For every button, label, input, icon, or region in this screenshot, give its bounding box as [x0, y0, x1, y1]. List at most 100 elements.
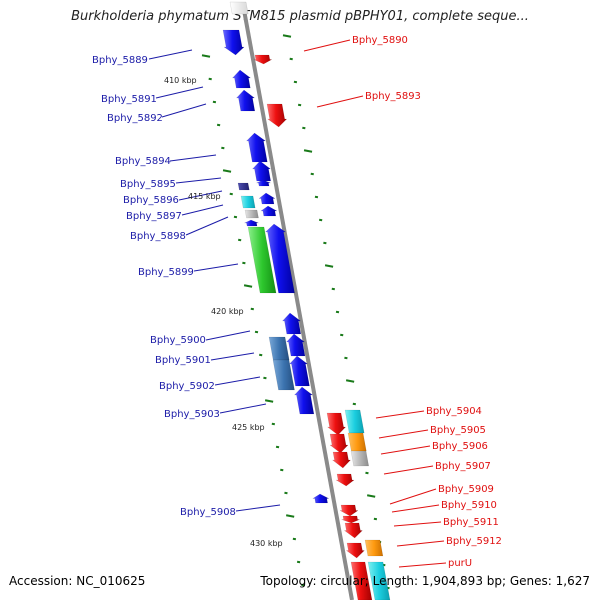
- gene-bphy-5911: [343, 522, 364, 539]
- gene-bphy-5906b: [350, 450, 369, 467]
- leader-bphy-5906: [380, 445, 431, 455]
- gene-bphy-5910: [341, 515, 360, 524]
- gene-bphy-5894b: [251, 160, 272, 182]
- gene-bphy-5902: [272, 359, 295, 391]
- gene-bphy-5899: [247, 226, 277, 294]
- tick-mark-32: [318, 218, 323, 222]
- gene-label-bphy-5911[interactable]: Bphy_5911: [443, 517, 499, 528]
- leader-bphy-5896: [178, 190, 223, 201]
- tick-mark-1: [208, 77, 212, 81]
- gene-label-bphy-5895[interactable]: Bphy_5895: [120, 179, 176, 190]
- tick-mark-37: [340, 333, 344, 337]
- gene-label-bphy-5892[interactable]: Bphy_5892: [107, 113, 163, 124]
- gene-label-purU[interactable]: purU: [448, 558, 472, 569]
- tick-mark-29: [303, 149, 313, 153]
- leader-bphy-5912: [396, 540, 445, 547]
- gene-label-bphy-5889[interactable]: Bphy_5889: [92, 55, 148, 66]
- tick-mark-10: [243, 284, 253, 288]
- gene-label-bphy-5906[interactable]: Bphy_5906: [432, 441, 488, 452]
- accession-text: Accession: NC_010625: [9, 574, 146, 588]
- gene-bphy-5890: [253, 54, 272, 65]
- gene-bphy-5897: [244, 209, 259, 219]
- gene-label-bphy-5912[interactable]: Bphy_5912: [446, 536, 502, 547]
- leader-bphy-5894: [169, 154, 217, 162]
- gene-bphy-5907: [335, 473, 355, 487]
- gene-bphy-5901b: [285, 333, 306, 357]
- tick-mark-27: [297, 103, 302, 107]
- tick-mark-16: [271, 422, 276, 426]
- tick-mark-28: [302, 126, 306, 130]
- gene-label-bphy-5910[interactable]: Bphy_5910: [441, 500, 497, 511]
- tick-mark-19: [284, 491, 288, 495]
- gene-label-bphy-5896[interactable]: Bphy_5896: [123, 195, 179, 206]
- tick-mark-39: [345, 379, 355, 383]
- tick-mark-23: [301, 583, 305, 587]
- leader-bphy-5889: [148, 49, 193, 60]
- gene-label-bphy-5908[interactable]: Bphy_5908: [180, 507, 236, 518]
- leader-bphy-5899: [193, 263, 239, 272]
- leader-bphy-5905: [378, 429, 429, 439]
- gene-bphy-5905: [329, 433, 349, 454]
- gene-bphy-5898: [244, 219, 259, 227]
- tick-mark-22: [296, 560, 301, 564]
- tick-mark-20: [285, 514, 295, 518]
- gene-label-bphy-5898[interactable]: Bphy_5898: [130, 231, 186, 242]
- leader-bphy-5904: [375, 410, 425, 419]
- tick-mark-8: [237, 238, 242, 242]
- gene-label-bphy-5902[interactable]: Bphy_5902: [159, 381, 215, 392]
- tick-mark-24: [282, 34, 292, 38]
- gene-label-bphy-5897[interactable]: Bphy_5897: [126, 211, 182, 222]
- tick-mark-7: [233, 215, 238, 219]
- tick-mark-21: [292, 537, 297, 541]
- gene-bphy-5899b: [264, 223, 295, 294]
- gene-label-bphy-5894[interactable]: Bphy_5894: [115, 156, 171, 167]
- tick-mark-15: [264, 399, 274, 403]
- gene-bphy-5903: [293, 386, 315, 415]
- tick-mark-0: [201, 54, 211, 58]
- leader-bphy-5909: [389, 488, 437, 505]
- gene-label-bphy-5899[interactable]: Bphy_5899: [138, 267, 194, 278]
- gene-label-bphy-5909[interactable]: Bphy_5909: [438, 484, 494, 495]
- gene-bphy-5891: [231, 69, 252, 89]
- tick-mark-26: [293, 80, 298, 84]
- leader-bphy-5902: [214, 376, 261, 386]
- gene-label-bphy-5907[interactable]: Bphy_5907: [435, 461, 491, 472]
- gene-features: [222, 1, 391, 600]
- gene-bphy-5909: [339, 504, 359, 517]
- leader-bphy-5903: [219, 403, 267, 414]
- scale-label-430: 430 kbp: [250, 539, 283, 548]
- genome-summary-text: Topology: circular; Length: 1,904,893 bp…: [260, 574, 590, 588]
- tick-mark-17: [275, 445, 280, 449]
- leader-bphy-5907: [383, 465, 434, 475]
- leader-bphy-5898: [185, 216, 229, 236]
- gene-bphy-5889: [222, 29, 245, 56]
- gene-label-bphy-5903[interactable]: Bphy_5903: [164, 409, 220, 420]
- scale-label-410: 410 kbp: [164, 76, 197, 85]
- leader-bphy-5911: [393, 521, 442, 527]
- gene-bphy-5900: [281, 312, 302, 335]
- tick-mark-25: [289, 57, 293, 61]
- gene-label-bphy-5900[interactable]: Bphy_5900: [150, 335, 206, 346]
- gene-label-bphy-5901[interactable]: Bphy_5901: [155, 355, 211, 366]
- leader-bphy-5910: [391, 504, 440, 513]
- tick-mark-5: [222, 169, 232, 173]
- gene-label-bphy-5893[interactable]: Bphy_5893: [365, 91, 421, 102]
- gene-bphy-5894: [245, 132, 268, 163]
- leader-bphy-5892: [161, 103, 207, 118]
- gene-purU: [350, 561, 373, 600]
- tick-mark-4: [221, 146, 225, 150]
- tick-mark-14: [263, 376, 267, 380]
- gene-label-bphy-5905[interactable]: Bphy_5905: [430, 425, 486, 436]
- gene-label-bphy-5890[interactable]: Bphy_5890: [352, 35, 408, 46]
- tick-mark-13: [259, 353, 263, 357]
- scale-label-415: 415 kbp: [188, 192, 221, 201]
- gene-bphy-5908: [311, 493, 329, 504]
- gene-label-bphy-5904[interactable]: Bphy_5904: [426, 406, 482, 417]
- gene-label-bphy-5891[interactable]: Bphy_5891: [101, 94, 157, 105]
- leader-bphy-5891: [155, 86, 204, 99]
- tick-mark-12: [254, 330, 259, 334]
- gene-bphy-5912b: [364, 539, 384, 557]
- tick-mark-34: [324, 264, 334, 268]
- tick-mark-35: [331, 287, 335, 291]
